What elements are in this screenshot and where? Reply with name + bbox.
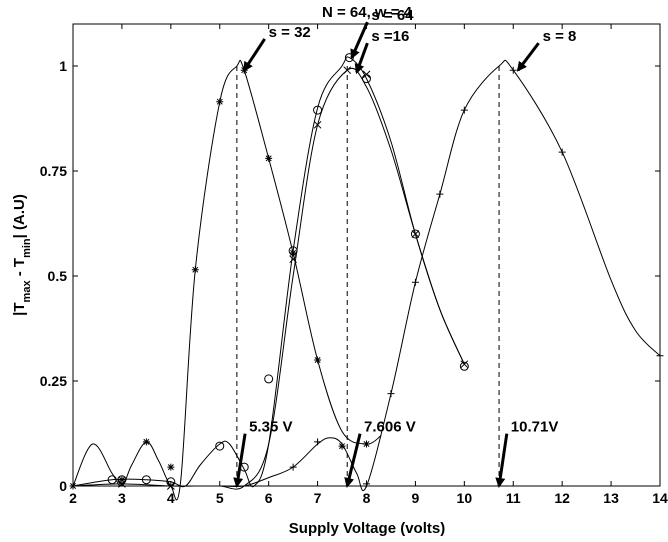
annotation-label: s = 8: [543, 28, 577, 45]
annotation-arrow: [495, 433, 509, 488]
data-point: [363, 440, 370, 448]
annotations: s = 32 s = 64 s =16 s = 8 5.35 V 7.606 V 10.71…: [233, 7, 577, 488]
x-tick-label: 12: [554, 490, 570, 506]
data-point: [313, 105, 323, 115]
y-tick-label: 0: [59, 478, 67, 494]
data-point: [289, 463, 297, 471]
x-tick-label: 4: [167, 490, 175, 506]
data-point: [363, 480, 370, 488]
data-point: [215, 441, 225, 451]
data-point: [216, 98, 224, 106]
annotation-label: 7.606 V: [364, 419, 416, 436]
y-axis-title-part: |T: [11, 302, 28, 315]
data-point: [314, 438, 322, 446]
data-point: [191, 266, 199, 274]
annotation-label: 10.71V: [511, 419, 559, 436]
x-tick-label: 14: [652, 490, 668, 506]
x-axis-title: Supply Voltage (volts): [289, 520, 445, 537]
data-point: [460, 360, 469, 369]
data-point: [167, 463, 175, 471]
series-line: [73, 59, 661, 492]
x-tick-label: 5: [216, 490, 224, 506]
x-tick-label: 6: [265, 490, 273, 506]
data-point: [107, 475, 117, 485]
annotation-arrow: [242, 38, 266, 72]
annotation-arrow: [344, 433, 362, 488]
y-tick-label: 0.75: [40, 163, 67, 179]
data-point: [362, 70, 371, 79]
x-tick-label: 10: [457, 490, 473, 506]
annotation-arrow: [516, 42, 540, 72]
data-point: [118, 480, 126, 488]
data-point: [69, 482, 77, 490]
y-axis-title-subscript: min: [21, 238, 33, 258]
y-tick-label: 0.25: [40, 373, 67, 389]
data-point: [141, 475, 151, 485]
data-point: [288, 246, 298, 256]
series-line: [72, 59, 382, 501]
y-axis-title-subscript: max: [21, 280, 33, 303]
data-point: [411, 278, 419, 286]
y-axis-title-part: | (A.U): [11, 194, 28, 238]
x-tick-label: 9: [412, 490, 420, 506]
y-axis-title-text: |Tmax - Tmin| (A.U): [11, 194, 33, 316]
data-point: [264, 374, 274, 384]
data-point: [314, 356, 322, 364]
data-point: [460, 106, 468, 114]
annotation-arrow: [233, 433, 247, 488]
annotation-label: 5.35 V: [249, 419, 292, 436]
data-point: [343, 66, 352, 75]
data-point: [509, 66, 517, 74]
data-point: [166, 482, 175, 490]
annotation-label: s = 32: [269, 24, 311, 41]
annotation-arrow: [350, 21, 369, 60]
plot-area: [72, 23, 661, 487]
x-tick-label: 7: [314, 490, 322, 506]
chart-title: N = 64, w = 4: [322, 4, 413, 21]
series-markers: [69, 53, 664, 490]
reference-lines: [236, 66, 500, 486]
data-point: [558, 148, 566, 156]
data-point: [410, 229, 420, 239]
series-line: [72, 56, 465, 488]
data-point: [142, 438, 150, 446]
x-tick-label: 2: [69, 490, 77, 506]
annotation-arrow: [354, 42, 369, 75]
data-point: [289, 249, 297, 257]
data-point: [411, 230, 420, 238]
data-point: [387, 390, 395, 398]
annotation-label: s = 64: [371, 7, 414, 24]
data-point: [338, 442, 346, 450]
data-point: [289, 255, 297, 264]
y-axis-title: |Tmax - Tmin| (A.U): [11, 194, 33, 316]
axis-ticks: 2 3 4 5 6 7 8 9 10 11 12 13 14 0 0.25 0.5 0.75 1: [40, 24, 668, 506]
x-tick-label: 3: [118, 490, 126, 506]
annotation-label: s =16: [371, 28, 409, 45]
y-tick-label: 1: [59, 58, 67, 74]
data-point: [459, 361, 469, 371]
data-point: [656, 352, 664, 360]
data-point: [118, 476, 126, 484]
x-tick-label: 13: [603, 490, 619, 506]
x-tick-label: 11: [506, 490, 521, 506]
y-axis-title-part: - T: [11, 258, 28, 281]
data-point: [313, 120, 322, 129]
x-tick-label: 8: [363, 490, 371, 506]
data-point: [436, 190, 444, 198]
data-point: [265, 154, 273, 162]
y-tick-label: 0.5: [48, 268, 68, 284]
